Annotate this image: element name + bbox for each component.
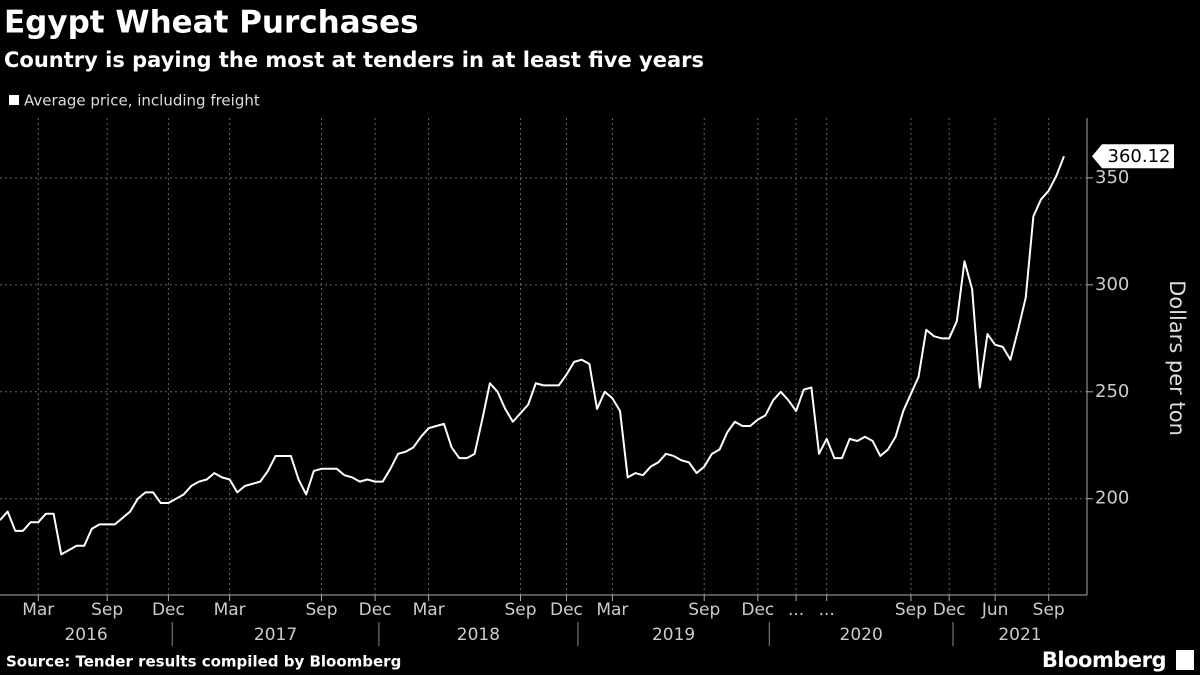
x-tick-label: Mar bbox=[413, 600, 445, 620]
year-label: 2019 bbox=[652, 625, 695, 645]
year-label: 2016 bbox=[64, 625, 107, 645]
x-tick-label: Mar bbox=[596, 600, 628, 620]
data-line bbox=[0, 155, 1065, 556]
y-tick-label: 200 bbox=[1095, 488, 1129, 509]
x-tick-label: Dec bbox=[359, 600, 392, 620]
year-label: 2021 bbox=[998, 625, 1041, 645]
value-label-box bbox=[1092, 144, 1174, 169]
x-tick-label: Dec bbox=[550, 600, 583, 620]
x-tick-label: Sep bbox=[688, 600, 720, 620]
x-tick-label: Sep bbox=[504, 600, 536, 620]
x-tick-label: Mar bbox=[214, 600, 246, 620]
y-tick-label: 300 bbox=[1095, 274, 1129, 295]
x-tick-label: Sep bbox=[91, 600, 123, 620]
year-label: 2018 bbox=[457, 625, 500, 645]
brand: Bloomberg bbox=[1042, 648, 1166, 672]
x-tick-label: Dec bbox=[933, 600, 966, 620]
legend-label: Average price, including freight bbox=[24, 92, 260, 110]
year-label: 2017 bbox=[254, 625, 297, 645]
x-tick-label: Jun bbox=[981, 600, 1009, 620]
value-label: 360.12 bbox=[1108, 146, 1171, 167]
legend-swatch bbox=[9, 95, 19, 105]
brand-icon bbox=[1176, 650, 1194, 670]
y-tick-label: 250 bbox=[1095, 381, 1129, 402]
x-tick-label: ... bbox=[788, 600, 804, 620]
chart-title: Egypt Wheat Purchases bbox=[4, 5, 419, 41]
x-tick-label: Dec bbox=[152, 600, 185, 620]
y-axis-label: Dollars per ton bbox=[1165, 280, 1189, 436]
y-tick-label: 350 bbox=[1095, 167, 1129, 188]
chart-subtitle: Country is paying the most at tenders in… bbox=[4, 48, 704, 72]
x-tick-label: Sep bbox=[895, 600, 927, 620]
x-tick-label: Mar bbox=[22, 600, 54, 620]
x-tick-label: Dec bbox=[741, 600, 774, 620]
x-tick-label: Sep bbox=[1033, 600, 1065, 620]
x-tick-label: ... bbox=[819, 600, 835, 620]
year-label: 2020 bbox=[840, 625, 883, 645]
x-tick-label: Sep bbox=[305, 600, 337, 620]
source-note: Source: Tender results compiled by Bloom… bbox=[6, 653, 401, 671]
